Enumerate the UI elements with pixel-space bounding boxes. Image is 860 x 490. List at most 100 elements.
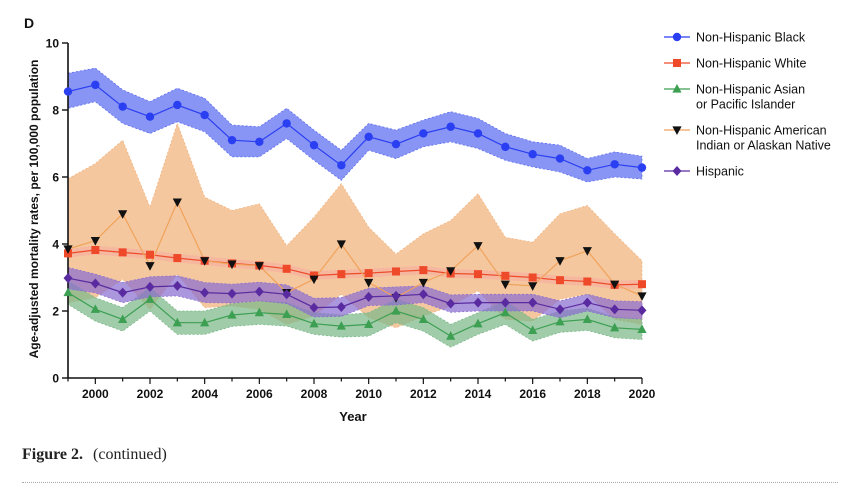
x-tick-label: 2018	[574, 387, 601, 401]
point-non-hispanic-asian-or-pacific-islander-2004	[200, 317, 210, 327]
divider	[22, 482, 838, 483]
point-non-hispanic-white-2017	[556, 276, 564, 285]
line-non-hispanic-white	[67, 249, 643, 286]
legend-marker	[672, 84, 682, 93]
panel-label: D	[24, 15, 34, 31]
point-non-hispanic-asian-or-pacific-islander-2010	[364, 319, 374, 328]
series-lines	[67, 84, 643, 337]
point-hispanic-2004	[200, 287, 210, 298]
point-non-hispanic-asian-or-pacific-islander-2006	[254, 307, 264, 317]
point-hispanic-2006	[254, 286, 264, 297]
y-tick-label: 2	[52, 305, 59, 319]
point-non-hispanic-black-2008	[309, 140, 319, 150]
point-hispanic-2001	[118, 287, 128, 298]
ci-band-non-hispanic-asian-or-pacific-islander	[67, 280, 643, 348]
point-non-hispanic-white-2008	[310, 271, 318, 280]
point-non-hispanic-american-indian-or-alaskan-native-2002	[145, 262, 155, 271]
y-tick-label: 6	[52, 171, 59, 185]
point-non-hispanic-asian-or-pacific-islander-2019	[610, 322, 620, 332]
point-non-hispanic-black-2011	[391, 139, 401, 149]
point-non-hispanic-american-indian-or-alaskan-native-2000	[90, 237, 100, 246]
legend-label-line: Non-Hispanic Asian	[696, 83, 805, 97]
point-non-hispanic-american-indian-or-alaskan-native-2015	[500, 280, 510, 290]
point-non-hispanic-black-2015	[501, 142, 510, 152]
legend-label-line: or Pacific Islander	[696, 98, 795, 112]
point-non-hispanic-black-2017	[555, 154, 565, 163]
point-non-hispanic-white-2010	[364, 269, 373, 278]
point-hispanic-2016	[528, 297, 538, 308]
legend-label: Non-Hispanic American Indian or Alaskan N…	[696, 124, 831, 153]
legend-label: Non-Hispanic White	[696, 57, 807, 71]
y-tick-label: 0	[52, 372, 59, 386]
legend-label-line: Indian or Alaskan Native	[696, 139, 831, 153]
legend-label-line: Hispanic	[696, 165, 744, 179]
point-non-hispanic-american-indian-or-alaskan-native-2013	[446, 267, 456, 276]
point-non-hispanic-asian-or-pacific-islander-2018	[582, 314, 592, 323]
point-non-hispanic-black-2004	[200, 110, 209, 120]
line-hispanic	[67, 277, 643, 311]
point-hispanic-2008	[309, 302, 319, 313]
y-tick-label: 10	[46, 37, 60, 51]
point-non-hispanic-american-indian-or-alaskan-native-2018	[582, 247, 592, 256]
series-markers	[63, 80, 647, 340]
point-hispanic-2018	[582, 297, 592, 308]
legend: Non-Hispanic Black Non-Hispanic White Non-…	[664, 31, 831, 179]
legend-marker	[672, 166, 682, 176]
y-axis-title: Age-adjusted mortality rates, per 100,00…	[27, 60, 41, 359]
point-non-hispanic-white-2000	[91, 246, 100, 255]
point-non-hispanic-black-1999	[63, 87, 73, 96]
legend-marker	[673, 59, 681, 67]
point-non-hispanic-black-2013	[446, 122, 455, 131]
x-tick-label: 2010	[355, 387, 382, 401]
point-non-hispanic-black-2003	[173, 100, 182, 110]
confidence-bands	[67, 67, 643, 348]
x-tick-label: 2006	[246, 387, 273, 401]
x-tick-label: 2002	[137, 387, 164, 401]
point-non-hispanic-black-2010	[364, 132, 373, 141]
figure-caption: Figure 2. (continued)	[22, 446, 167, 464]
point-non-hispanic-asian-or-pacific-islander-2017	[555, 316, 565, 326]
legend-label-line: Non-Hispanic American	[696, 124, 827, 138]
legend-label: Hispanic	[696, 165, 744, 179]
caption-text: (continued)	[93, 446, 167, 463]
legend-item-hispanic: Hispanic	[664, 165, 744, 179]
legend-label: Non-Hispanic Black	[696, 31, 806, 45]
point-non-hispanic-american-indian-or-alaskan-native-2016	[528, 282, 538, 291]
point-non-hispanic-asian-or-pacific-islander-2014	[473, 318, 483, 328]
point-hispanic-2017	[555, 304, 565, 315]
x-tick-label: 2020	[629, 387, 656, 401]
point-non-hispanic-american-indian-or-alaskan-native-2014	[473, 242, 483, 251]
point-non-hispanic-black-2016	[528, 150, 537, 159]
point-non-hispanic-white-2007	[282, 264, 291, 273]
point-hispanic-2015	[500, 297, 510, 308]
point-hispanic-2000	[90, 278, 100, 289]
point-non-hispanic-american-indian-or-alaskan-native-2019	[610, 280, 620, 290]
point-non-hispanic-asian-or-pacific-islander-2011	[391, 306, 401, 315]
point-non-hispanic-black-2006	[255, 137, 264, 147]
legend-label-line: Non-Hispanic White	[696, 57, 807, 71]
point-non-hispanic-asian-or-pacific-islander-1999	[63, 287, 73, 297]
point-non-hispanic-black-2002	[145, 112, 155, 121]
point-non-hispanic-asian-or-pacific-islander-2016	[528, 325, 538, 335]
point-hispanic-2002	[145, 281, 155, 292]
figure-label: Figure 2.	[22, 446, 84, 463]
point-hispanic-2007	[282, 289, 292, 300]
point-non-hispanic-asian-or-pacific-islander-2000	[90, 304, 100, 313]
point-non-hispanic-asian-or-pacific-islander-2013	[446, 331, 456, 340]
point-non-hispanic-white-2020	[638, 280, 646, 289]
legend-item-non-hispanic-white: Non-Hispanic White	[664, 57, 807, 71]
y-tick-label: 8	[52, 104, 59, 118]
point-non-hispanic-asian-or-pacific-islander-2003	[172, 317, 182, 327]
point-non-hispanic-white-2011	[392, 267, 400, 276]
point-non-hispanic-black-2012	[419, 129, 428, 138]
point-non-hispanic-white-2002	[146, 250, 154, 259]
point-non-hispanic-white-2018	[583, 277, 592, 286]
legend-marker	[672, 126, 682, 135]
y-tick-label: 4	[52, 238, 59, 252]
point-non-hispanic-white-2009	[337, 270, 346, 279]
legend-item-non-hispanic-black: Non-Hispanic Black	[664, 31, 806, 45]
point-non-hispanic-black-2000	[91, 80, 100, 90]
point-non-hispanic-asian-or-pacific-islander-2002	[145, 294, 155, 303]
point-non-hispanic-asian-or-pacific-islander-2008	[309, 318, 319, 328]
point-hispanic-2005	[227, 288, 237, 299]
